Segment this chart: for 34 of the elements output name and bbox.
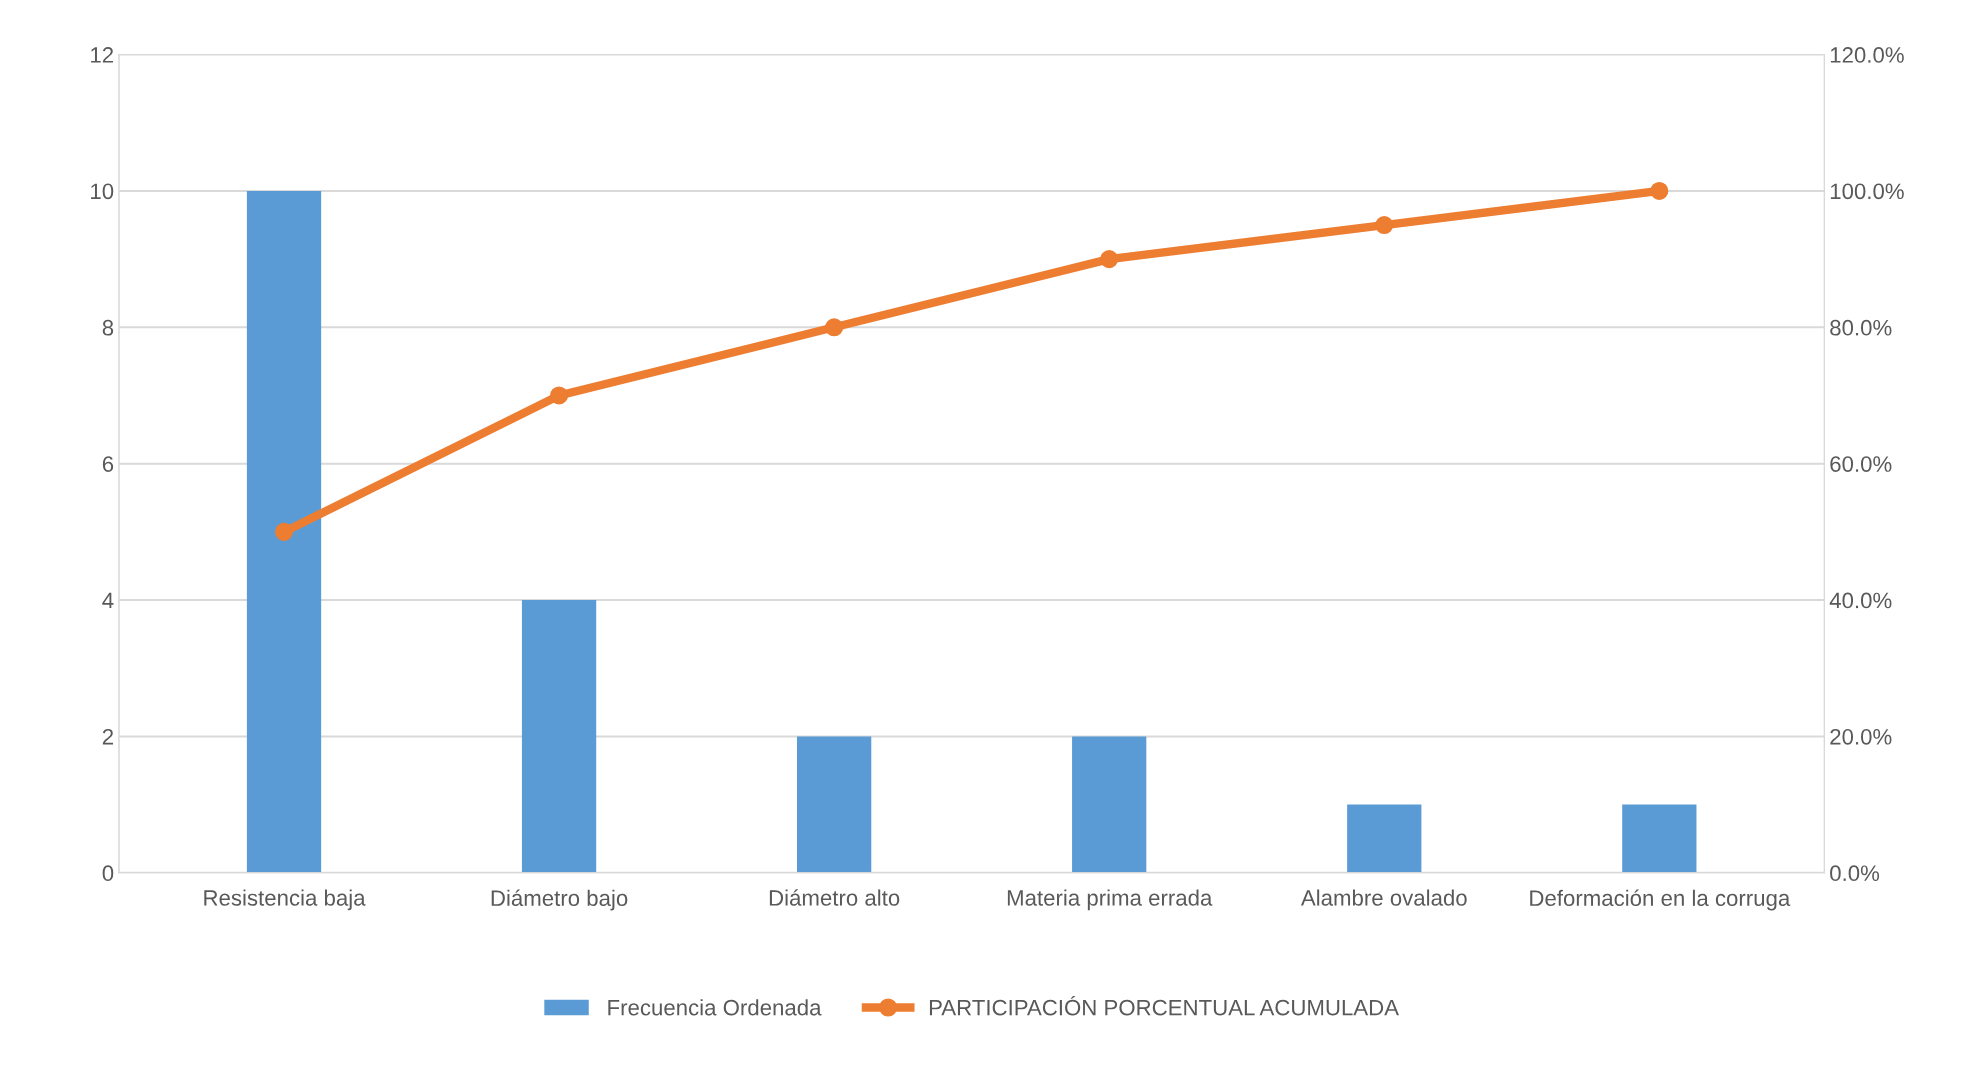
y2-tick-label: 100.0% [1830,183,1904,200]
y2-tick-label: 60.0% [1830,456,1892,472]
y2-tick-label: 80.0% [1830,319,1892,336]
y-tick-label: 6 [102,456,114,472]
x-tick-label: Resistencia baja [204,889,366,911]
point [1650,181,1669,200]
y-tick-label: 0 [102,865,114,882]
y2-tick-label: 40.0% [1829,592,1892,609]
x-tick-label: Diámetro alto [769,889,900,906]
point [274,522,294,541]
x-tick-label: Alambre ovalado [1300,889,1467,906]
y2-tick-label: 120.0% [1830,47,1904,63]
bar [797,736,872,873]
x-tick-label: Deformación en la corruga [1530,889,1791,911]
bar [1622,804,1697,873]
y-tick-label: 12 [91,47,114,63]
y-tick-label: 2 [102,728,113,745]
bar [521,600,597,873]
point [1375,215,1394,235]
y2-tick-label: 20.0% [1830,728,1892,745]
legend-label: Frecuencia Ordenada [608,999,822,1016]
point [825,318,844,337]
legend-label: PARTICIPACIÓN PORCENTUAL ACUMULADA [929,996,1399,1016]
x-tick-label: Diámetro bajo [491,889,628,911]
y-tick-label: 8 [102,319,114,336]
point [550,386,569,405]
y-tick-label: 10 [91,183,114,200]
y2-tick-label: 0.0% [1830,865,1880,882]
x-tick-label: Materia prima errada [1007,889,1213,911]
bar [1072,736,1147,873]
y-tick-label: 4 [102,592,114,609]
bar [1347,804,1422,873]
bar [246,190,322,873]
point [1100,250,1119,269]
